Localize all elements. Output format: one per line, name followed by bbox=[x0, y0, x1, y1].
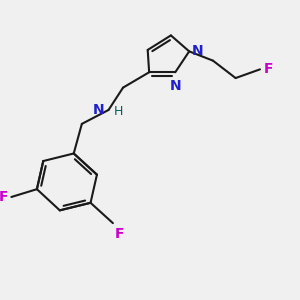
Text: N: N bbox=[169, 79, 181, 93]
Text: N: N bbox=[93, 103, 104, 117]
Text: F: F bbox=[115, 226, 125, 241]
Text: F: F bbox=[263, 62, 273, 76]
Text: H: H bbox=[114, 105, 123, 118]
Text: N: N bbox=[192, 44, 204, 58]
Text: F: F bbox=[0, 190, 8, 204]
